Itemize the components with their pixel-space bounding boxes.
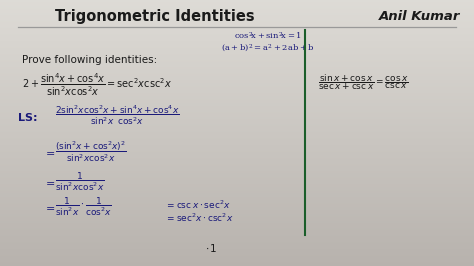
Text: $\dfrac{2\sin^2\!x\cos^2\!x + \sin^4\!x + \cos^4\!x}{\sin^2\!x \;\; \cos^2\!x}$: $\dfrac{2\sin^2\!x\cos^2\!x + \sin^4\!x … [55, 103, 180, 127]
Text: $= \sec^2\!x \cdot \csc^2\!x$: $= \sec^2\!x \cdot \csc^2\!x$ [165, 212, 234, 224]
Text: $\mathregular{cos^2\!x + sin^2\!x = 1}$: $\mathregular{cos^2\!x + sin^2\!x = 1}$ [234, 30, 302, 42]
Text: $=$: $=$ [43, 147, 55, 157]
Text: $\dfrac{1}{\sin^2\!x} \cdot \dfrac{1}{\cos^2\!x}$: $\dfrac{1}{\sin^2\!x} \cdot \dfrac{1}{\c… [55, 196, 112, 218]
Text: $\dfrac{(\sin^2\!x + \cos^2\!x)^2}{\sin^2\!x\cos^2\!x}$: $\dfrac{(\sin^2\!x + \cos^2\!x)^2}{\sin^… [55, 140, 127, 164]
Text: Anil Kumar: Anil Kumar [379, 10, 461, 23]
Text: LS:: LS: [18, 113, 37, 123]
Text: $\cdot\, 1$: $\cdot\, 1$ [205, 242, 218, 254]
Text: $\dfrac{1}{\sin^2\!x\cos^2\!x}$: $\dfrac{1}{\sin^2\!x\cos^2\!x}$ [55, 171, 104, 193]
Text: Prove following identities:: Prove following identities: [22, 55, 157, 65]
Text: $=$: $=$ [43, 202, 55, 212]
Text: $\dfrac{\sin x + \cos x}{\sec x + \csc x} = \dfrac{\cos x}{\csc x}$: $\dfrac{\sin x + \cos x}{\sec x + \csc x… [318, 72, 409, 92]
Text: $\mathregular{(a+b)^2 = a^2 + 2ab + b}$: $\mathregular{(a+b)^2 = a^2 + 2ab + b}$ [221, 42, 315, 54]
Text: $=$: $=$ [43, 177, 55, 187]
Text: $= \csc x \cdot \sec^2\!x$: $= \csc x \cdot \sec^2\!x$ [165, 199, 231, 211]
Text: $2 + \dfrac{\sin^4\!x + \cos^4\!x}{\sin^2\!x\cos^2\!x} = \sec^2\!x\csc^2\!x$: $2 + \dfrac{\sin^4\!x + \cos^4\!x}{\sin^… [22, 72, 172, 98]
Text: Trigonometric Identities: Trigonometric Identities [55, 10, 255, 24]
